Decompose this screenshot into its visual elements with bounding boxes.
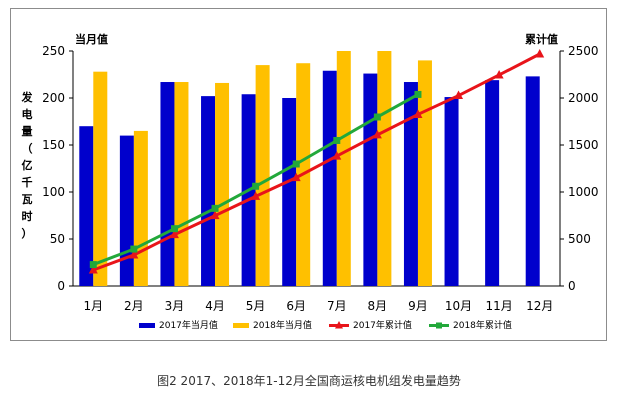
legend-label: 2018年累计值: [453, 319, 512, 331]
point-2017-cumulative: [413, 109, 423, 118]
point-2017-cumulative: [454, 90, 464, 100]
bar-2018-month: [133, 130, 148, 286]
x-tick-label: 9月: [408, 299, 428, 313]
ylabel-glyph: 发: [21, 90, 34, 104]
x-tick-label: 2月: [124, 299, 144, 313]
point-2018-cumulative: [130, 245, 138, 253]
left-axis-title: 当月值: [75, 32, 108, 46]
bar-2018-month: [377, 51, 392, 286]
point-2018-cumulative: [170, 225, 178, 233]
ylabel-glyph: 瓦: [22, 193, 33, 206]
right-tick-label: 1000: [568, 185, 599, 199]
bar-2017-month: [322, 70, 337, 286]
left-tick-label: 0: [57, 279, 65, 293]
point-2017-cumulative: [129, 249, 139, 259]
legend-label: 2018年当月值: [253, 319, 312, 331]
chart-frame: 0 50 100 150 200 250 0 500 1000 1500 2000 2500 当月值 累计…: [10, 8, 607, 341]
left-tick-label: 150: [42, 138, 65, 152]
right-tick-label: 1500: [568, 138, 599, 152]
point-2018-cumulative: [414, 90, 422, 98]
bar-2017-month: [160, 82, 175, 287]
bar-2018-month: [174, 82, 189, 287]
point-2018-cumulative: [211, 204, 219, 212]
point-2018-cumulative: [373, 113, 381, 121]
point-2017-cumulative: [291, 172, 301, 182]
point-2017-cumulative: [210, 210, 220, 220]
ylabel-glyph: 电: [22, 107, 33, 121]
ylabel-glyph: 亿: [22, 158, 33, 172]
x-tick-label: 6月: [286, 299, 306, 313]
left-tick-label: 100: [42, 185, 65, 199]
left-axis-ylabel: 发电量 （ 亿千瓦时 ）: [21, 90, 34, 240]
line-2017-cumulative: [92, 52, 541, 272]
point-2017-cumulative: [332, 151, 342, 160]
ylabel-glyph: ）: [22, 227, 33, 240]
bar-2017-month: [282, 98, 297, 286]
x-tick-label: 10月: [445, 299, 472, 313]
point-2017-cumulative: [88, 265, 98, 274]
x-tick-label: 11月: [485, 299, 512, 313]
x-tick-label: 3月: [165, 299, 185, 313]
point-2017-cumulative: [535, 49, 545, 58]
legend-marker: [436, 322, 442, 329]
ylabel-glyph: 千: [22, 175, 33, 189]
right-tick-label: 2000: [568, 91, 599, 105]
bar-2017-month: [403, 82, 418, 287]
legend-swatch: [139, 323, 155, 328]
point-2017-cumulative: [251, 191, 261, 200]
legend-label: 2017年当月值: [159, 319, 218, 331]
bar-2018-month: [336, 51, 351, 286]
x-tick-label: 1月: [83, 299, 103, 313]
bar-2018-month: [255, 65, 270, 286]
ylabel-glyph: 时: [22, 209, 33, 223]
bar-2017-month: [79, 126, 94, 286]
right-tick-label: 0: [568, 279, 576, 293]
right-tick-label: 500: [568, 232, 591, 246]
bar-2017-month: [201, 96, 216, 287]
point-2018-cumulative: [89, 261, 97, 269]
right-tick-label: 2500: [568, 44, 599, 58]
x-tick-label: 5月: [246, 299, 266, 313]
point-2017-cumulative: [494, 69, 504, 79]
legend-swatch: [233, 323, 249, 328]
x-tick-label: 12月: [526, 299, 553, 313]
left-tick-label: 50: [50, 232, 65, 246]
right-axis-title: 累计值: [525, 32, 558, 46]
point-2018-cumulative: [292, 160, 300, 168]
x-tick-label: 4月: [205, 299, 225, 313]
point-2017-cumulative: [372, 129, 382, 139]
bar-2017-month: [444, 97, 459, 286]
ylabel-glyph: （: [22, 142, 33, 155]
ylabel-glyph: 量: [22, 125, 33, 138]
left-tick-label: 200: [42, 91, 65, 105]
legend-label: 2017年累计值: [353, 319, 412, 331]
x-tick-label: 8月: [368, 299, 388, 313]
bar-2017-month: [119, 135, 134, 286]
bar-2017-month: [485, 80, 500, 286]
bar-2017-month: [363, 73, 378, 286]
figure-caption: 图2 2017、2018年1-12月全国商运核电机组发电量趋势: [157, 374, 461, 388]
bar-2018-month: [215, 82, 230, 287]
x-tick-label: 7月: [327, 299, 347, 313]
left-tick-label: 250: [42, 44, 65, 58]
point-2018-cumulative: [252, 182, 260, 190]
bar-2017-month: [525, 76, 540, 286]
legend-marker: [335, 321, 343, 329]
bar-2018-month: [93, 71, 108, 287]
point-2018-cumulative: [333, 136, 341, 144]
point-2017-cumulative: [169, 229, 179, 239]
